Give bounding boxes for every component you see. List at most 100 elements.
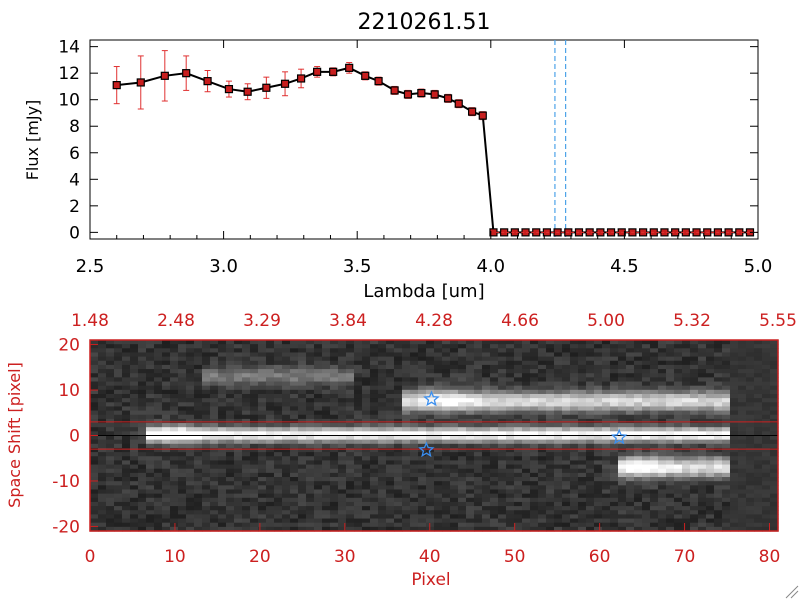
image-pixel <box>770 369 779 374</box>
image-pixel <box>770 418 779 424</box>
image-pixel <box>642 402 651 408</box>
image-pixel <box>386 493 395 499</box>
image-pixel <box>714 460 723 466</box>
image-pixel <box>538 410 547 416</box>
image-pixel <box>530 364 539 370</box>
image-pixel <box>618 427 627 432</box>
image-pixel <box>498 435 507 441</box>
image-pixel <box>338 506 347 511</box>
image-pixel <box>194 340 203 345</box>
image-pixel <box>514 477 523 482</box>
image-pixel <box>290 373 299 378</box>
image-pixel <box>370 414 379 420</box>
image-pixel <box>746 356 755 362</box>
image-pixel <box>466 398 475 403</box>
image-pixel <box>298 452 307 457</box>
image-pixel <box>386 402 395 408</box>
image-pixel <box>578 435 587 441</box>
image-pixel <box>178 514 187 520</box>
image-pixel <box>458 522 467 528</box>
image-pixel <box>178 526 187 532</box>
image-pixel <box>282 443 291 449</box>
image-pixel <box>402 493 411 499</box>
image-pixel <box>562 489 571 495</box>
image-pixel <box>666 460 675 466</box>
image-pixel <box>490 460 499 466</box>
image-pixel <box>98 373 107 378</box>
image-pixel <box>418 427 427 432</box>
image-pixel <box>770 456 779 462</box>
image-pixel <box>242 414 251 420</box>
image-pixel <box>226 348 235 354</box>
image-pixel <box>306 427 315 432</box>
image-pixel <box>498 431 507 437</box>
image-pixel <box>354 398 363 403</box>
image-pixel <box>466 506 475 511</box>
image-pixel <box>410 377 419 383</box>
image-pixel <box>698 402 707 408</box>
image-pixel <box>162 468 171 474</box>
image-pixel <box>594 360 603 366</box>
image-pixel <box>538 447 547 453</box>
image-pixel <box>658 506 667 511</box>
image-pixel <box>722 385 731 391</box>
image-pixel <box>354 369 363 374</box>
image-pixel <box>546 381 555 387</box>
image-pixel <box>378 510 387 515</box>
image-pixel <box>242 423 251 428</box>
image-pixel <box>626 497 635 503</box>
image-pixel <box>626 460 635 466</box>
image-pixel <box>250 526 259 532</box>
image-pixel <box>170 352 179 358</box>
image-pixel <box>738 497 747 503</box>
image-pixel <box>90 443 99 449</box>
image-pixel <box>506 423 515 428</box>
image-pixel <box>770 393 779 399</box>
image-pixel <box>242 344 251 349</box>
image-pixel <box>338 352 347 358</box>
image-pixel <box>306 477 315 482</box>
image-pixel <box>202 477 211 482</box>
image-pixel <box>650 398 659 403</box>
image-pixel <box>650 460 659 466</box>
image-pixel <box>186 452 195 457</box>
image-pixel <box>282 452 291 457</box>
image-pixel <box>682 344 691 349</box>
image-pixel <box>234 477 243 482</box>
pixel-tick-label: 30 <box>334 547 356 567</box>
image-pixel <box>330 435 339 441</box>
image-pixel <box>226 340 235 345</box>
image-pixel <box>418 373 427 378</box>
image-pixel <box>426 522 435 528</box>
image-pixel <box>258 485 267 491</box>
image-pixel <box>378 472 387 478</box>
image-pixel <box>642 485 651 491</box>
image-pixel <box>338 485 347 491</box>
image-pixel <box>186 393 195 399</box>
image-pixel <box>186 431 195 437</box>
image-pixel <box>754 518 763 524</box>
image-pixel <box>458 501 467 507</box>
image-pixel <box>538 506 547 511</box>
image-pixel <box>738 435 747 441</box>
image-pixel <box>602 472 611 478</box>
image-pixel <box>362 423 371 428</box>
image-pixel <box>418 377 427 383</box>
image-pixel <box>146 435 155 441</box>
image-pixel <box>730 485 739 491</box>
image-pixel <box>186 497 195 503</box>
image-pixel <box>738 518 747 524</box>
image-pixel <box>418 439 427 445</box>
image-pixel <box>746 414 755 420</box>
image-pixel <box>122 373 131 378</box>
image-pixel <box>378 369 387 374</box>
image-pixel <box>266 410 275 416</box>
image-pixel <box>706 340 715 345</box>
image-pixel <box>442 393 451 399</box>
image-pixel <box>450 518 459 524</box>
image-pixel <box>554 373 563 378</box>
image-pixel <box>474 506 483 511</box>
image-pixel <box>314 427 323 432</box>
image-pixel <box>178 377 187 383</box>
image-pixel <box>442 427 451 432</box>
